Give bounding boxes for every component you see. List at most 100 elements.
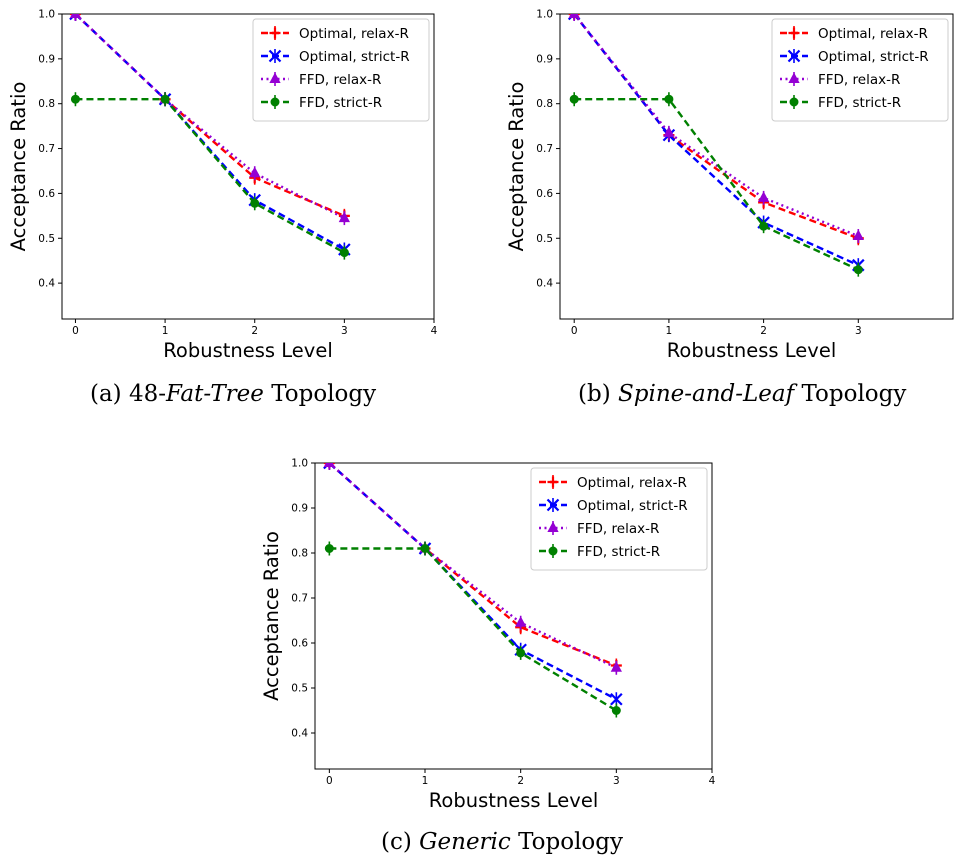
legend-marker: [788, 27, 800, 39]
data-point: [663, 126, 675, 137]
y-tick-label: 0.7: [291, 593, 308, 605]
legend-marker: [547, 476, 559, 488]
y-tick-label: 1.0: [291, 458, 308, 470]
legend: Optimal, relax-R Optimal, strict-R FFD, re…: [771, 18, 949, 122]
legend-marker: [548, 546, 558, 556]
x-tick-label: 3: [341, 325, 348, 337]
chart-panel-c: 0.4 0.5 0.6 0.7 0.8 0.9 1.0 0 1 2 3 4 Robustness Lev…: [260, 458, 716, 813]
series-line-2: [573, 14, 859, 267]
y-tick-label: 0.6: [536, 188, 553, 200]
caption-c-italic: Generic: [419, 829, 511, 855]
data-point: [250, 198, 260, 208]
x-tick-label: 4: [431, 325, 438, 337]
x-tick-label: 0: [326, 775, 333, 787]
legend-entry-4: FFD, strict-R: [818, 95, 901, 111]
legend-marker: [787, 49, 801, 63]
caption-c-suffix: Topology: [510, 829, 623, 855]
chart-panel-a: 0.4 0.5 0.6 0.7 0.8 0.9 1.0 0 1 2 3 4 Robustness Lev…: [7, 9, 438, 363]
y-tick-label: 0.4: [291, 728, 308, 740]
caption-a-suffix: Topology: [263, 381, 377, 407]
legend-marker: [789, 97, 799, 107]
legend-entry-3: FFD, relax-R: [577, 521, 659, 537]
y-axis-label: Acceptance Ratio: [260, 531, 283, 701]
legend: Optimal, relax-R Optimal, strict-R FFD, re…: [530, 467, 708, 571]
y-tick-label: 1.0: [536, 9, 553, 21]
data-point: [757, 191, 770, 202]
caption-a-label: (a): [90, 381, 122, 407]
caption-a-italic: Fat-Tree: [166, 381, 264, 407]
data-point: [420, 544, 430, 553]
x-tick-label: 3: [855, 325, 862, 337]
legend-box: [252, 18, 430, 122]
y-tick-label: 0.4: [38, 278, 55, 290]
y-axis-label: Acceptance Ratio: [505, 82, 528, 252]
x-tick-label: 0: [72, 325, 79, 337]
legend-marker: [268, 49, 282, 63]
caption-a-prefix: 48-: [128, 381, 167, 407]
y-tick-label: 0.5: [291, 683, 308, 695]
x-tick-label: 3: [613, 775, 620, 787]
y-tick-label: 0.8: [38, 98, 55, 110]
data-point: [69, 14, 82, 18]
data-point: [515, 616, 527, 627]
series-line-3: [328, 463, 617, 669]
caption-b: (b) Spine-and-Leaf Topology: [578, 381, 906, 407]
data-point: [568, 14, 580, 18]
y-tick-label: 0.4: [536, 278, 553, 290]
y-tick-label: 0.7: [536, 143, 553, 155]
data-point: [569, 94, 579, 104]
data-point: [853, 265, 863, 275]
x-tick-label: 4: [709, 775, 716, 787]
y-tick-label: 1.0: [38, 9, 55, 21]
x-axis-label: Robustness Level: [429, 789, 599, 812]
series-line-2: [328, 463, 617, 701]
y-tick-label: 0.5: [38, 233, 55, 245]
y-tick-label: 0.5: [536, 233, 553, 245]
plot-frame: [559, 13, 954, 320]
legend-marker: [269, 72, 281, 83]
legend: Optimal, relax-R Optimal, strict-R FFD, re…: [252, 18, 430, 122]
caption-c: (c) Generic Topology: [381, 829, 623, 855]
caption-b-label: (b): [578, 381, 611, 407]
y-tick-label: 0.8: [291, 548, 308, 560]
x-tick-label: 2: [251, 325, 258, 337]
legend-entry-1: Optimal, relax-R: [299, 26, 409, 42]
data-point: [610, 692, 623, 706]
x-tick-label: 1: [422, 775, 429, 787]
data-point: [160, 94, 170, 104]
y-tick-label: 0.9: [38, 53, 55, 65]
legend-entry-2: Optimal, strict-R: [577, 498, 688, 514]
y-tick-label: 0.9: [536, 53, 553, 65]
legend-marker: [547, 521, 559, 532]
series-line-1: [573, 14, 859, 240]
data-point: [324, 544, 334, 553]
legend-marker: [269, 27, 281, 39]
y-tick-label: 0.6: [291, 638, 308, 650]
x-axis-label: Robustness Level: [163, 339, 333, 362]
legend-box: [771, 18, 949, 122]
data-point: [323, 463, 335, 467]
legend-marker: [546, 498, 560, 512]
legend-entry-3: FFD, relax-R: [818, 72, 900, 88]
legend-entry-2: Optimal, strict-R: [299, 49, 410, 65]
data-point: [611, 706, 621, 715]
data-point: [610, 661, 622, 672]
x-tick-label: 2: [760, 325, 767, 337]
x-tick-label: 2: [517, 775, 524, 787]
legend-entry-4: FFD, strict-R: [299, 95, 382, 111]
caption-a: (a) 48-Fat-Tree Topology: [90, 381, 376, 407]
data-point: [70, 94, 80, 104]
legend-entry-1: Optimal, relax-R: [577, 475, 687, 491]
data-point: [759, 221, 769, 231]
series-line-4: [574, 98, 859, 271]
y-tick-label: 0.8: [536, 98, 553, 110]
x-tick-label: 1: [666, 325, 673, 337]
x-tick-label: 1: [162, 325, 169, 337]
caption-c-label: (c): [381, 829, 412, 855]
legend-entry-3: FFD, relax-R: [299, 72, 381, 88]
legend-marker: [270, 97, 280, 107]
y-tick-label: 0.9: [291, 503, 308, 515]
series-line-3: [573, 14, 859, 238]
chart-panel-b: 0.4 0.5 0.6 0.7 0.8 0.9 1.0 0 1 2 3 Robustness Leve…: [505, 9, 954, 362]
